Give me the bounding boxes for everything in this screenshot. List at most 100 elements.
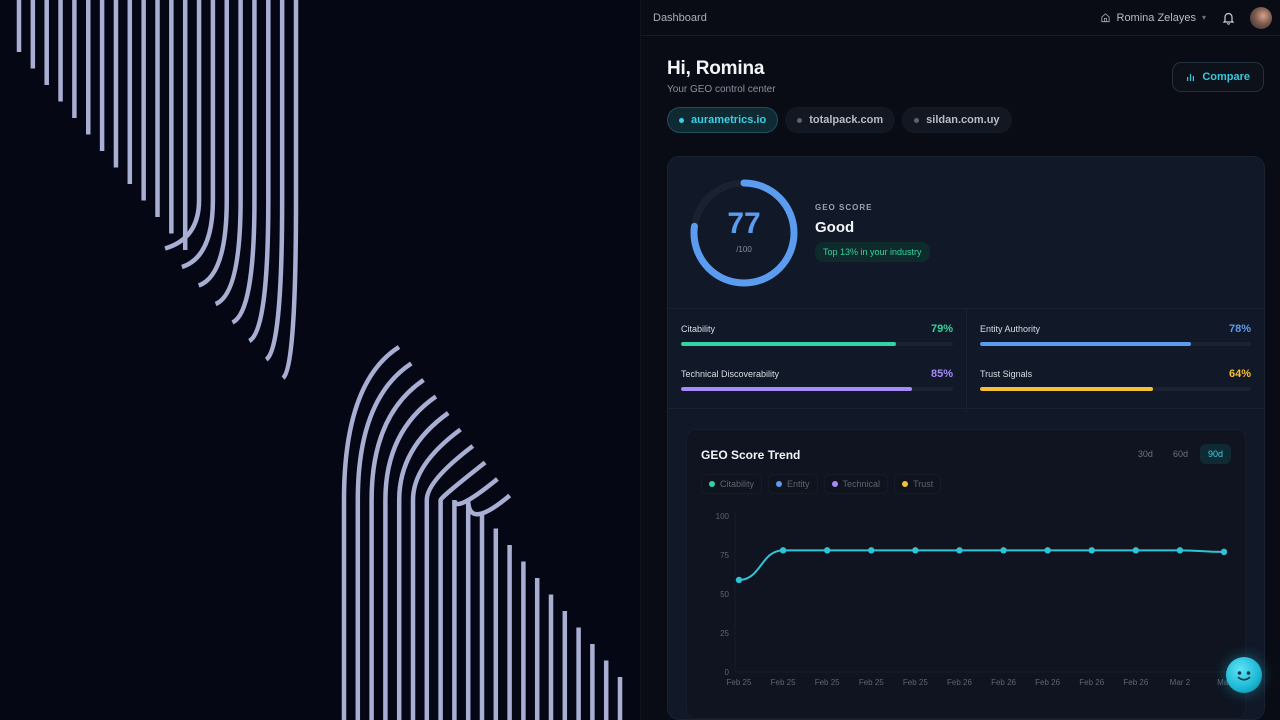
domain-chip-sildan[interactable]: sildan.com.uy [902,107,1012,133]
progress-track [681,342,953,346]
domain-selector: aurametrics.io totalpack.com sildan.com.… [641,107,1280,133]
home-icon [1100,13,1110,23]
score-gauge: 77 /100 [688,177,800,289]
svg-text:Feb 25: Feb 25 [903,678,928,687]
svg-text:Feb 26: Feb 26 [1079,678,1104,687]
svg-text:Feb 25: Feb 25 [771,678,796,687]
breadcrumb[interactable]: Dashboard [653,11,707,24]
progress-fill [980,387,1154,391]
metric-column-left: Citability 79% Technical Discoverability 8… [668,309,966,413]
svg-text:Feb 26: Feb 26 [947,678,972,687]
chart-legend: Citability Entity Technical Trust [701,474,942,494]
progress-fill [681,342,896,346]
metric-name: Technical Discoverability [681,369,780,379]
notifications-button[interactable] [1220,10,1236,26]
svg-text:Feb 26: Feb 26 [1035,678,1060,687]
svg-text:100: 100 [716,512,730,521]
progress-fill [681,387,913,391]
score-trend-card: GEO Score Trend 30d 60d 90d Citability E… [686,429,1246,719]
metric-percent: 78% [1228,323,1251,335]
domain-label: totalpack.com [809,114,884,126]
legend-dot-icon [902,481,909,487]
bell-icon [1222,12,1234,25]
bar-chart-icon [1187,73,1195,81]
legend-dot-icon [831,481,838,487]
user-name: Romina Zelayes [1116,11,1196,24]
domain-chip-aurametrics[interactable]: aurametrics.io [667,107,779,133]
status-dot-icon [914,117,920,123]
legend-technical[interactable]: Technical [823,474,889,494]
user-avatar[interactable] [1250,6,1272,29]
metric-percent: 79% [930,323,953,335]
svg-text:25: 25 [720,629,729,638]
score-value: 77 [727,207,761,240]
decorative-lines-graphic [16,0,623,720]
svg-text:Feb 25: Feb 25 [727,678,752,687]
user-menu[interactable]: Romina Zelayes ▾ [1100,11,1206,24]
score-summary: 77 /100 GEO SCORE Good Top 13% in your i… [668,157,1264,309]
svg-text:Feb 25: Feb 25 [859,678,884,687]
svg-text:Feb 26: Feb 26 [1123,678,1148,687]
svg-text:0: 0 [725,668,730,677]
legend-label: Technical [842,479,881,489]
progress-track [980,387,1251,391]
decorative-panel [16,0,623,720]
metric-trust-signals: Trust Signals 64% [980,368,1251,391]
progress-track [980,342,1251,346]
page-title: Hi, Romina [667,58,765,79]
range-tabs: 30d 60d 90d [1130,444,1231,464]
metric-percent: 64% [1228,368,1251,380]
metric-technical-discoverability: Technical Discoverability 85% [681,368,953,391]
svg-text:Feb 25: Feb 25 [815,678,840,687]
chevron-down-icon: ▾ [1201,13,1206,22]
svg-text:Mar: Mar [1217,678,1231,687]
metric-name: Entity Authority [980,324,1041,334]
legend-citability[interactable]: Citability [701,474,763,494]
metric-breakdown: Citability 79% Technical Discoverability 8… [668,309,1264,413]
svg-text:50: 50 [720,590,729,599]
svg-text:75: 75 [720,551,729,560]
chat-assistant-button[interactable] [1226,657,1262,693]
page-subtitle: Your GEO control center [667,84,776,95]
compare-button[interactable]: Compare [1172,62,1264,92]
svg-text:Feb 26: Feb 26 [991,678,1016,687]
legend-label: Citability [720,479,755,489]
score-rating: Good [815,219,855,236]
metric-citability: Citability 79% [681,323,953,346]
status-dot-icon [797,117,803,123]
industry-rank-badge: Top 13% in your industry [815,242,930,262]
dashboard-panel: Dashboard Romina Zelayes ▾ Hi, Romina Yo… [640,0,1280,720]
domain-label: sildan.com.uy [926,114,1000,126]
compare-label: Compare [1202,71,1250,83]
domain-label: aurametrics.io [691,114,767,126]
legend-label: Trust [913,479,934,489]
score-info: GEO SCORE Good Top 13% in your industry [815,203,930,262]
metric-name: Trust Signals [980,369,1033,379]
legend-dot-icon [709,481,715,487]
metric-name: Citability [681,324,716,334]
svg-text:Mar 2: Mar 2 [1170,678,1191,687]
legend-entity[interactable]: Entity [768,474,818,494]
domain-chip-totalpack[interactable]: totalpack.com [785,107,896,133]
status-dot-icon [679,117,684,123]
top-bar: Dashboard Romina Zelayes ▾ [641,0,1280,36]
legend-dot-icon [776,481,783,487]
trend-title: GEO Score Trend [701,448,801,462]
progress-fill [980,342,1192,346]
range-tab-30d[interactable]: 30d [1137,449,1153,459]
range-tab-90d[interactable]: 90d [1199,444,1231,464]
chatbot-smiley-icon [1237,671,1251,681]
page-header: Hi, Romina Your GEO control center Compa… [641,36,1280,95]
range-tab-60d[interactable]: 60d [1172,449,1188,459]
score-max: /100 [736,245,752,254]
legend-trust[interactable]: Trust [894,474,942,494]
metric-entity-authority: Entity Authority 78% [980,323,1251,346]
geo-score-card: 77 /100 GEO SCORE Good Top 13% in your i… [667,156,1265,720]
score-label: GEO SCORE [815,203,873,212]
progress-track [681,387,953,391]
metric-column-right: Entity Authority 78% Trust Signals 64% [966,309,1264,413]
trend-line-chart[interactable]: 0 25 50 75 100 Feb 25 Feb 25 Feb 25 Feb 25 Feb 25… [687,500,1247,720]
legend-label: Entity [787,479,810,489]
progress-ring-icon [690,179,798,287]
